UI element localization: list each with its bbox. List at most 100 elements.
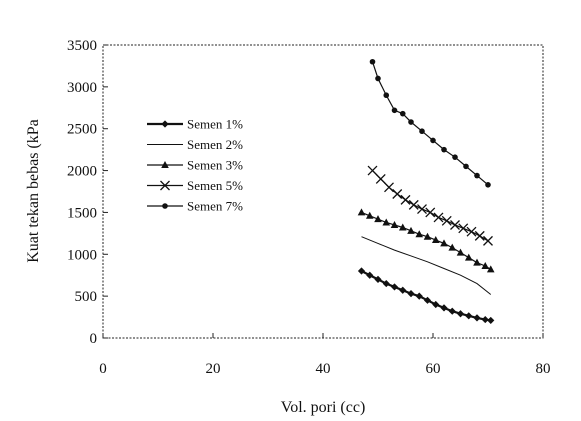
data-point-circle [408, 119, 414, 125]
data-point-circle [391, 107, 398, 114]
x-tick-label: 20 [206, 361, 221, 377]
y-tick-label: 2500 [67, 122, 97, 138]
data-point-diamond [382, 279, 390, 288]
series-layer [357, 58, 495, 325]
series-line [361, 236, 492, 295]
data-point-triangle [415, 230, 424, 238]
data-point-x [474, 230, 485, 241]
x-tick-label: 80 [536, 361, 551, 377]
data-point-triangle [407, 226, 415, 234]
x-tick-label: 40 [316, 361, 331, 377]
legend: Semen 1% Semen 2% Semen 3% Semen 5% Semen 7% [147, 117, 243, 214]
data-point-triangle [486, 265, 495, 273]
y-tick-label: 3500 [67, 38, 97, 54]
data-point-diamond [407, 290, 415, 298]
legend-label: Semen 2% [187, 137, 243, 152]
data-point-diamond [357, 267, 366, 275]
y-tick-label: 0 [90, 331, 98, 347]
data-point-triangle [423, 232, 432, 240]
data-point-x [392, 189, 403, 199]
data-point-triangle [382, 218, 391, 226]
legend-item: Semen 2% [147, 137, 243, 152]
series-5 [369, 58, 491, 188]
data-point-circle [162, 203, 168, 209]
data-point-diamond [161, 120, 169, 128]
data-point-diamond [456, 310, 465, 318]
data-point-triangle [161, 161, 169, 168]
data-point-triangle [398, 223, 407, 231]
data-point-x [375, 173, 386, 184]
series-3 [357, 208, 495, 273]
data-point-diamond [481, 315, 489, 324]
data-point-triangle [374, 215, 382, 223]
plot-area [102, 44, 544, 339]
data-point-triangle [431, 236, 440, 244]
y-axis-title: Kuat tekan bebas (kPa [25, 119, 42, 263]
data-point-x [367, 165, 378, 176]
data-point-circle [375, 75, 381, 82]
data-point-triangle [448, 243, 457, 251]
data-point-x [433, 212, 444, 223]
data-point-circle [369, 58, 376, 65]
data-point-diamond [366, 271, 374, 279]
data-point-diamond [432, 300, 440, 309]
x-tick-label: 60 [426, 361, 441, 377]
data-point-x [425, 207, 436, 218]
y-tick-label: 1500 [67, 205, 97, 221]
legend-label: Semen 3% [187, 158, 243, 173]
y-tick-label: 3000 [67, 80, 97, 96]
data-point-triangle [456, 248, 465, 256]
data-point-diamond [374, 275, 382, 283]
data-point-x [384, 182, 394, 193]
legend-label: Semen 7% [187, 199, 243, 214]
data-point-circle [430, 137, 436, 144]
data-point-triangle [473, 258, 481, 266]
data-point-diamond [440, 304, 448, 312]
data-point-triangle [464, 253, 473, 261]
data-point-circle [452, 154, 458, 160]
data-point-x [458, 223, 469, 234]
data-point-circle [419, 128, 425, 135]
legend-label: Semen 5% [187, 178, 243, 193]
data-point-diamond [399, 286, 407, 294]
ticks-layer: 0 500 1000 1500 2000 2500 3000 3500 0 20 40 60 80 [67, 38, 551, 377]
x-axis-title: Vol. pori (cc) [281, 399, 366, 416]
data-point-x [160, 180, 170, 191]
data-point-x [408, 199, 419, 210]
data-point-circle [441, 146, 447, 153]
data-point-diamond [448, 307, 456, 315]
y-tick-label: 500 [75, 289, 98, 305]
legend-item: Semen 5% [147, 178, 243, 193]
data-point-triangle [440, 239, 448, 247]
data-point-x [441, 215, 452, 226]
data-point-circle [399, 110, 406, 117]
data-point-x [483, 235, 493, 246]
data-point-triangle [481, 262, 490, 270]
data-point-triangle [365, 211, 374, 219]
legend-label: Semen 1% [187, 117, 243, 132]
data-point-x [466, 226, 477, 237]
data-point-diamond [465, 312, 473, 320]
data-point-diamond [390, 283, 399, 291]
data-point-circle [474, 172, 480, 179]
y-tick-label: 1000 [67, 247, 97, 263]
data-point-diamond [415, 292, 423, 300]
series-4 [367, 165, 493, 246]
data-point-x [450, 220, 460, 230]
data-point-triangle [357, 208, 366, 216]
y-tick-label: 2000 [67, 164, 97, 180]
data-point-x [417, 204, 427, 215]
legend-item: Semen 7% [147, 199, 243, 214]
data-point-circle [485, 182, 491, 188]
data-point-x [400, 194, 411, 205]
data-point-circle [383, 92, 390, 99]
data-point-triangle [390, 220, 399, 228]
data-point-diamond [487, 316, 495, 325]
data-point-circle [463, 163, 469, 170]
data-point-diamond [473, 314, 481, 322]
legend-item: Semen 1% [147, 117, 243, 132]
series-2 [361, 236, 492, 295]
series-1 [357, 267, 495, 325]
